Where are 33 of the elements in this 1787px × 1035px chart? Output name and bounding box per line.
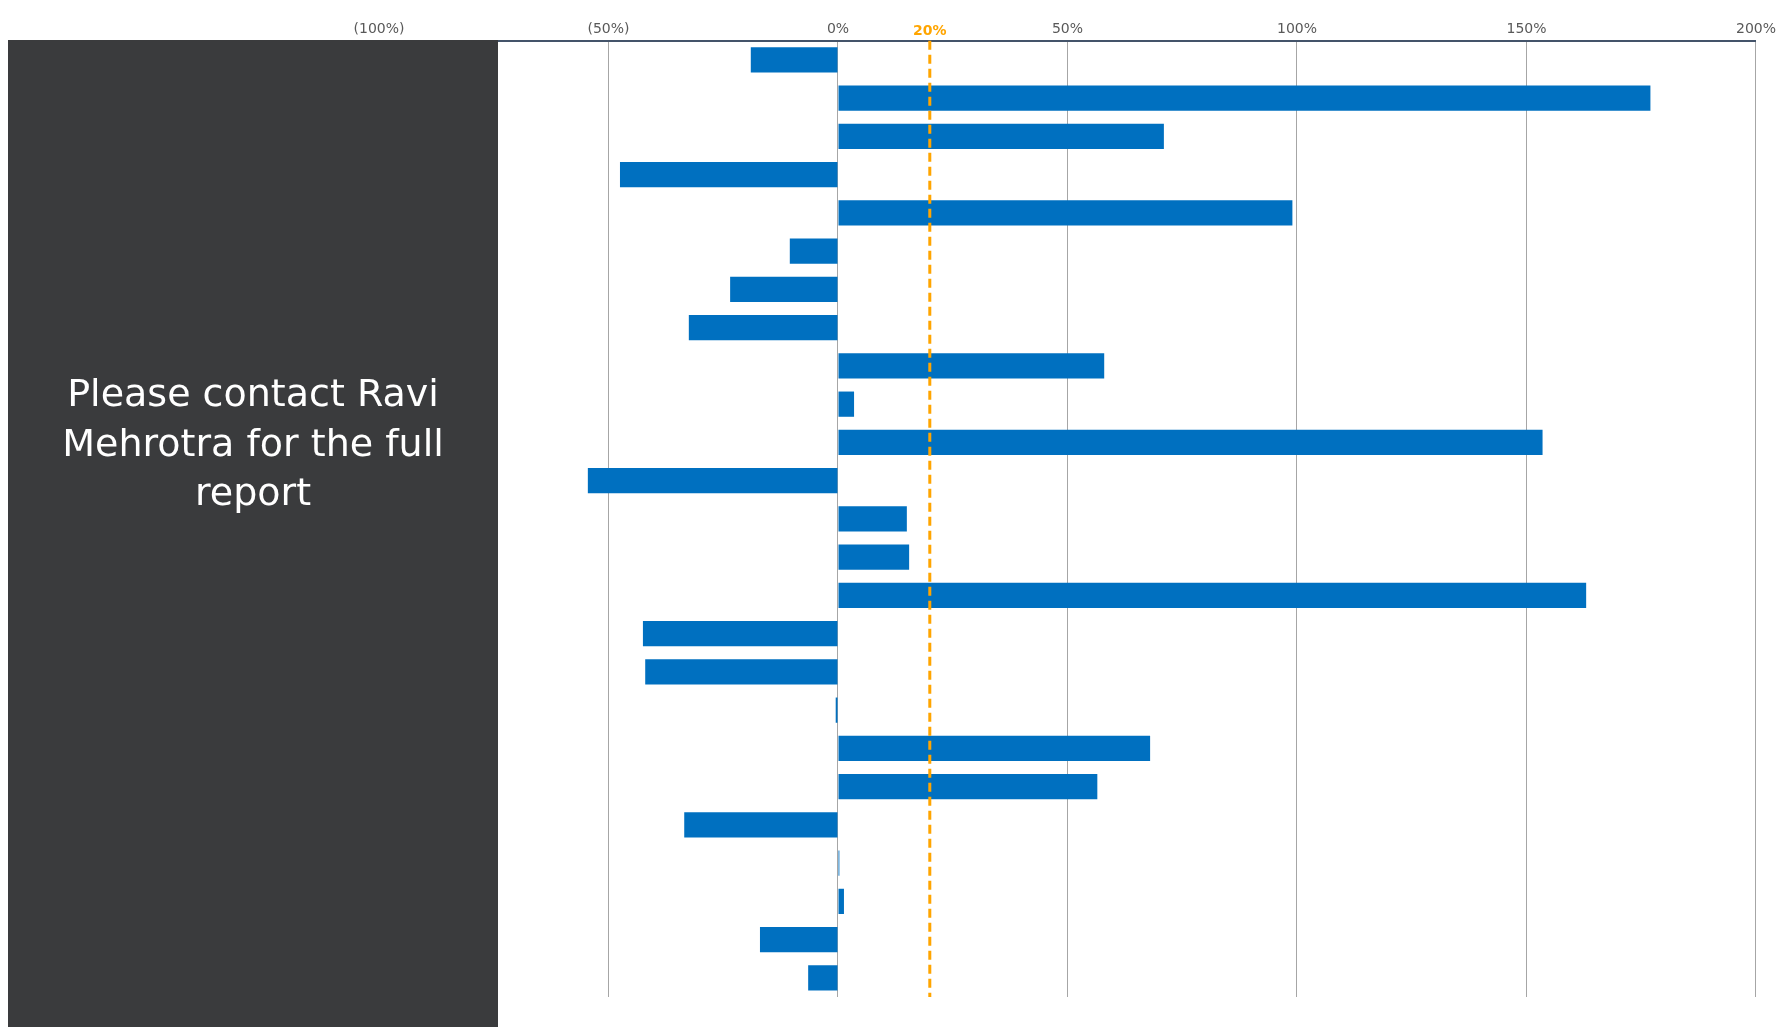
bar xyxy=(619,162,838,188)
bar xyxy=(645,659,838,685)
bar xyxy=(808,965,838,991)
bar xyxy=(730,276,838,303)
bar xyxy=(838,429,1543,456)
bar xyxy=(838,544,910,570)
bar xyxy=(838,200,1293,226)
bar xyxy=(838,353,1105,379)
bar xyxy=(838,391,855,417)
x-tick-label: 50% xyxy=(1051,20,1084,37)
bar xyxy=(838,506,907,532)
x-tick-label: 200% xyxy=(1735,20,1776,37)
x-tick-label: (50%) xyxy=(587,20,630,37)
x-tick-label: 100% xyxy=(1276,20,1318,37)
bar xyxy=(684,812,838,838)
bar xyxy=(789,238,838,264)
annotation: Please contact Ravi Mehrotra for the full report xyxy=(61,370,445,517)
bar xyxy=(838,123,1164,150)
x-tick-label: (100%) xyxy=(353,20,405,37)
x-tick-label: 0% xyxy=(826,20,850,37)
bar xyxy=(750,47,838,73)
ref-line-label: 20% xyxy=(913,22,947,39)
note-panel: Please contact Ravi Mehrotra for the full report xyxy=(8,40,498,1027)
bar xyxy=(838,888,844,914)
bar xyxy=(688,315,838,341)
bar xyxy=(587,468,838,494)
bar xyxy=(642,621,838,647)
bar xyxy=(838,774,1098,800)
bar xyxy=(759,927,838,953)
bar xyxy=(838,85,1651,111)
x-tick-label: 150% xyxy=(1506,20,1547,37)
bar xyxy=(838,735,1151,762)
bar xyxy=(838,582,1587,609)
